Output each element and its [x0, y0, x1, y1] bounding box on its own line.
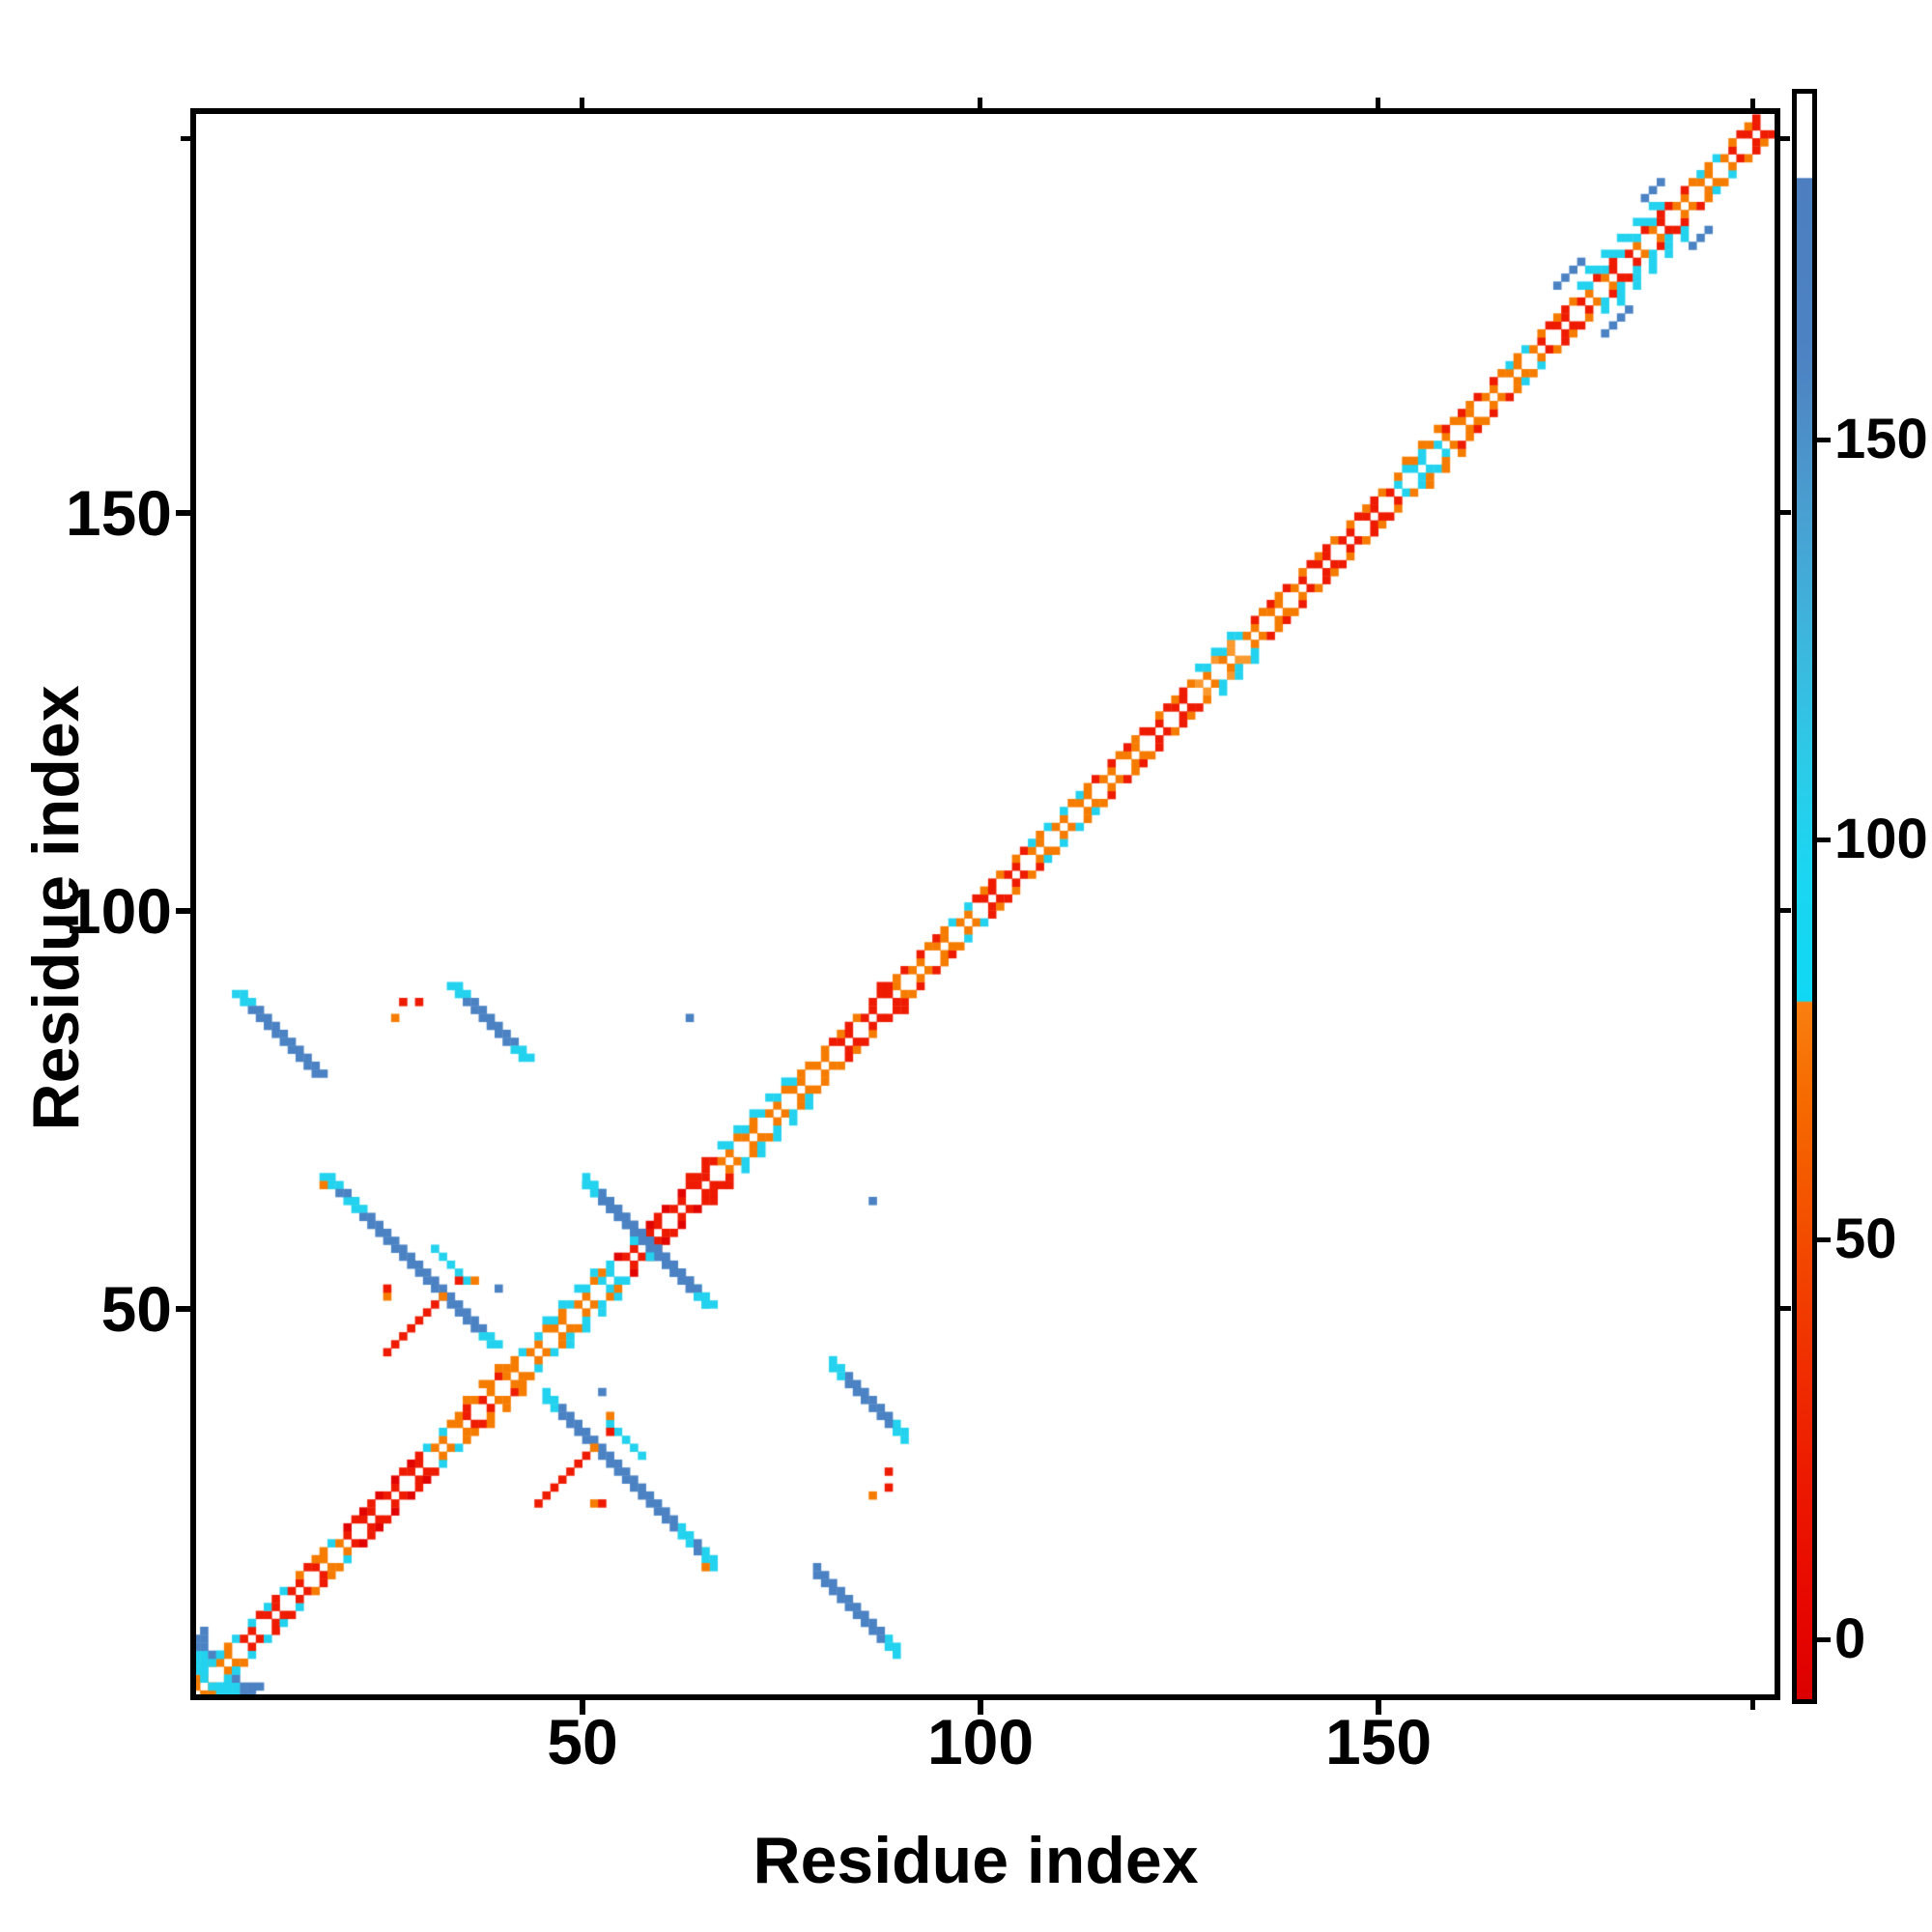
y-tick-label-150: 150: [65, 477, 172, 549]
x-top-minor-tick-197: [1750, 99, 1755, 108]
colorbar-label-150: 150: [1834, 408, 1928, 470]
y-right-tick-50: [1780, 1306, 1791, 1311]
y-right-tick-150: [1780, 510, 1791, 515]
colorbar: [1792, 89, 1817, 1704]
y-tick-50: [176, 1306, 190, 1312]
colorbar-tick-150: [1817, 438, 1831, 442]
x-tick-label-50: 50: [547, 1706, 618, 1777]
x-minor-tick-197: [1750, 1700, 1755, 1710]
x-tick-label-100: 100: [926, 1706, 1035, 1777]
colorbar-tick-0: [1817, 1637, 1831, 1642]
y-right-tick-100: [1780, 908, 1791, 913]
colorbar-label-100: 100: [1834, 808, 1928, 870]
x-top-tick-150: [1376, 98, 1380, 108]
y-minor-tick-197: [181, 136, 190, 141]
y-tick-label-100: 100: [65, 875, 172, 947]
plot-frame: [190, 108, 1780, 1700]
y-tick-100: [176, 908, 190, 914]
y-tick-label-50: 50: [100, 1273, 172, 1345]
colorbar-tick-100: [1817, 838, 1831, 842]
colorbar-label-0: 0: [1834, 1607, 1866, 1670]
x-top-tick-50: [580, 98, 584, 108]
y-tick-150: [176, 510, 190, 516]
x-tick-100: [978, 1700, 983, 1715]
y-right-minor-tick-197: [1780, 136, 1790, 141]
colorbar-tick-50: [1817, 1237, 1831, 1242]
y-axis-title: Residue index: [19, 685, 93, 1131]
x-tick-50: [580, 1700, 585, 1715]
x-axis-title: Residue index: [753, 1824, 1199, 1897]
colorbar-label-50: 50: [1834, 1208, 1897, 1270]
x-tick-150: [1376, 1700, 1381, 1715]
x-tick-label-150: 150: [1324, 1706, 1433, 1777]
x-top-tick-100: [978, 98, 982, 108]
